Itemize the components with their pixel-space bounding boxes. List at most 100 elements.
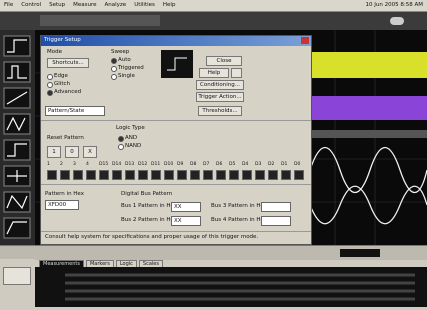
help-arrow[interactable] — [231, 68, 242, 78]
reset-button[interactable]: X — [83, 146, 97, 158]
channel-box[interactable] — [281, 170, 291, 180]
channel-label: D7 — [203, 163, 209, 168]
thresholds-button[interactable]: Thresholds... — [198, 106, 242, 116]
shortcuts-button[interactable]: Shortcuts... — [47, 58, 89, 68]
channel-label: D14 — [112, 163, 121, 168]
menu-item[interactable]: Analyze — [105, 3, 127, 9]
pattern-hex-input[interactable]: XFD00 — [45, 200, 79, 210]
channel-box[interactable] — [268, 170, 278, 180]
channel-box[interactable] — [255, 170, 265, 180]
channel-box[interactable] — [125, 170, 135, 180]
bus-input[interactable] — [261, 202, 291, 212]
channel-label: D8 — [190, 163, 196, 168]
channel-box[interactable] — [73, 170, 83, 180]
logic-type-label: Logic Type — [116, 126, 145, 132]
sweep-option[interactable]: Triggered — [118, 66, 144, 72]
logic-option[interactable]: NAND — [125, 144, 141, 150]
reset-button[interactable]: 0 — [65, 146, 79, 158]
channel-label: D5 — [229, 163, 235, 168]
dialog-note: Consult help system for specifications a… — [45, 235, 258, 241]
toolbar-icon[interactable] — [390, 17, 404, 25]
separator — [41, 184, 311, 185]
channel-box[interactable] — [229, 170, 239, 180]
side-toolbar — [0, 30, 35, 245]
dialog-title-bar: Trigger Setup — [41, 36, 311, 46]
channel-box[interactable] — [190, 170, 200, 180]
sweep-label: Sweep — [111, 50, 129, 56]
reset-button[interactable]: 1 — [47, 146, 61, 158]
channel-label: D0 — [294, 163, 300, 168]
channel-label: D13 — [125, 163, 134, 168]
sweep-option-radio[interactable] — [111, 74, 117, 80]
menu-item[interactable]: Utilities — [134, 3, 155, 9]
channel-label: D6 — [216, 163, 222, 168]
bus-label: Bus 3 Pattern in Hex — [211, 204, 267, 210]
sweep-option-radio[interactable] — [111, 66, 117, 72]
dialog-close-x[interactable] — [301, 37, 309, 44]
separator — [41, 231, 311, 232]
channel-label: D3 — [255, 163, 261, 168]
status-bar — [0, 245, 427, 260]
channel-label: D11 — [151, 163, 160, 168]
bus-label: Bus 1 Pattern in Hex — [121, 204, 177, 210]
bus-input[interactable]: XX — [171, 216, 201, 226]
sweep-option[interactable]: Auto — [118, 58, 131, 64]
mode-option-radio[interactable] — [47, 74, 53, 80]
channel-label: D10 — [164, 163, 173, 168]
trigger-preview — [161, 50, 193, 78]
channel-box[interactable] — [47, 170, 57, 180]
menu-item[interactable]: Control — [21, 3, 41, 9]
scope-app: File Control Setup Measure Analyze Utilities H… — [0, 0, 427, 310]
mode-option-radio[interactable] — [47, 82, 53, 88]
menu-item[interactable]: File — [4, 3, 13, 9]
help-button[interactable]: Help — [199, 68, 229, 78]
toolbar-group — [40, 15, 160, 26]
bus-input[interactable] — [261, 216, 291, 226]
channel-label: D12 — [138, 163, 147, 168]
sweep-option[interactable]: Single — [118, 74, 135, 80]
channel-box[interactable] — [99, 170, 109, 180]
channel-box[interactable] — [294, 170, 304, 180]
channel-box[interactable] — [151, 170, 161, 180]
channel-box[interactable] — [138, 170, 148, 180]
channel-box[interactable] — [164, 170, 174, 180]
side-icons — [0, 30, 35, 245]
channel-box[interactable] — [242, 170, 252, 180]
channel-box[interactable] — [112, 170, 122, 180]
trigger-type-select[interactable]: Pattern/State — [45, 106, 105, 116]
mode-option[interactable]: Advanced — [54, 90, 81, 96]
bus-input[interactable]: XX — [171, 202, 201, 212]
logic-option[interactable]: AND — [125, 136, 137, 142]
channel-box[interactable] — [60, 170, 70, 180]
channel-label: 4 — [86, 163, 89, 168]
channel-label: 3 — [73, 163, 76, 168]
measurement-table — [35, 267, 427, 307]
menu-item[interactable]: Measure — [73, 3, 96, 9]
reset-pattern-label: Reset Pattern — [47, 136, 84, 142]
side-button[interactable] — [3, 267, 31, 285]
bus-label: Bus 2 Pattern in Hex — [121, 218, 177, 224]
menu-item[interactable]: Setup — [49, 3, 65, 9]
logic-option-radio[interactable] — [118, 144, 124, 150]
channel-label: 2 — [60, 163, 63, 168]
menu-item[interactable]: Help — [163, 3, 176, 9]
side-buttons — [0, 259, 35, 310]
mode-option[interactable]: Glitch — [54, 82, 70, 88]
conditioning-button[interactable]: Conditioning... — [196, 80, 244, 90]
bus-label: Bus 4 Pattern in Hex — [211, 218, 267, 224]
close-button[interactable]: Close — [206, 56, 242, 66]
channel-box[interactable] — [216, 170, 226, 180]
sweep-option-radio[interactable] — [111, 58, 117, 64]
mode-option[interactable]: Edge — [54, 74, 68, 80]
channel-box[interactable] — [177, 170, 187, 180]
mode-option-radio[interactable] — [47, 90, 53, 96]
pattern-hex-label: Pattern in Hex — [45, 192, 84, 198]
trigger-dialog: Trigger Setup Mode Shortcuts... Pattern/… — [40, 35, 312, 245]
channel-label: D2 — [268, 163, 274, 168]
channel-box[interactable] — [203, 170, 213, 180]
trigger-action-button[interactable]: Trigger Action... — [196, 92, 244, 102]
channel-box[interactable] — [86, 170, 96, 180]
menu-bar: File Control Setup Measure Analyze Utilities H… — [0, 0, 427, 12]
logic-option-radio[interactable] — [118, 136, 124, 142]
